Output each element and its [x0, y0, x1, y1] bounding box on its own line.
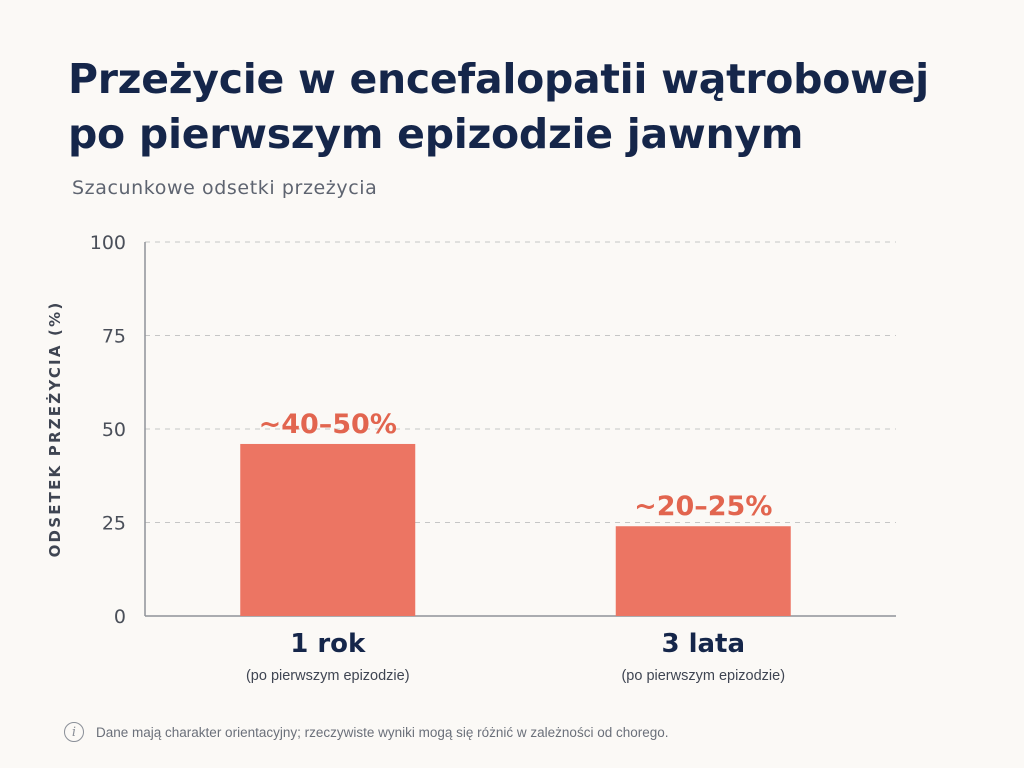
- footer-note: i Dane mają charakter orientacyjny; rzec…: [64, 720, 669, 744]
- bar: [240, 443, 416, 616]
- y-tick-label: 100: [90, 232, 126, 254]
- x-category-label: 1 rok: [290, 629, 366, 659]
- chart-subtitle: Szacunkowe odsetki przeżycia: [72, 177, 378, 199]
- x-category-sublabel: (po pierwszym epizodzie): [246, 668, 410, 684]
- bar-data-label: ~40–50%: [259, 409, 397, 440]
- x-category-sublabel: (po pierwszym epizodzie): [621, 668, 785, 684]
- chart-title: Przeżycie w encefalopatii wątrobowej po …: [68, 55, 929, 158]
- info-icon: i: [64, 722, 84, 742]
- bar-data-label: ~20–25%: [634, 491, 772, 522]
- bar: [615, 526, 791, 616]
- y-tick-label: 0: [114, 606, 126, 628]
- y-tick-label: 75: [102, 326, 126, 348]
- x-category-label: 3 lata: [661, 629, 745, 659]
- y-tick-label: 25: [102, 513, 126, 535]
- footer-text: Dane mają charakter orientacyjny; rzeczy…: [96, 724, 669, 740]
- y-axis-title: ODSETEK PRZEŻYCIA (%): [45, 301, 64, 558]
- y-tick-label: 50: [102, 419, 126, 441]
